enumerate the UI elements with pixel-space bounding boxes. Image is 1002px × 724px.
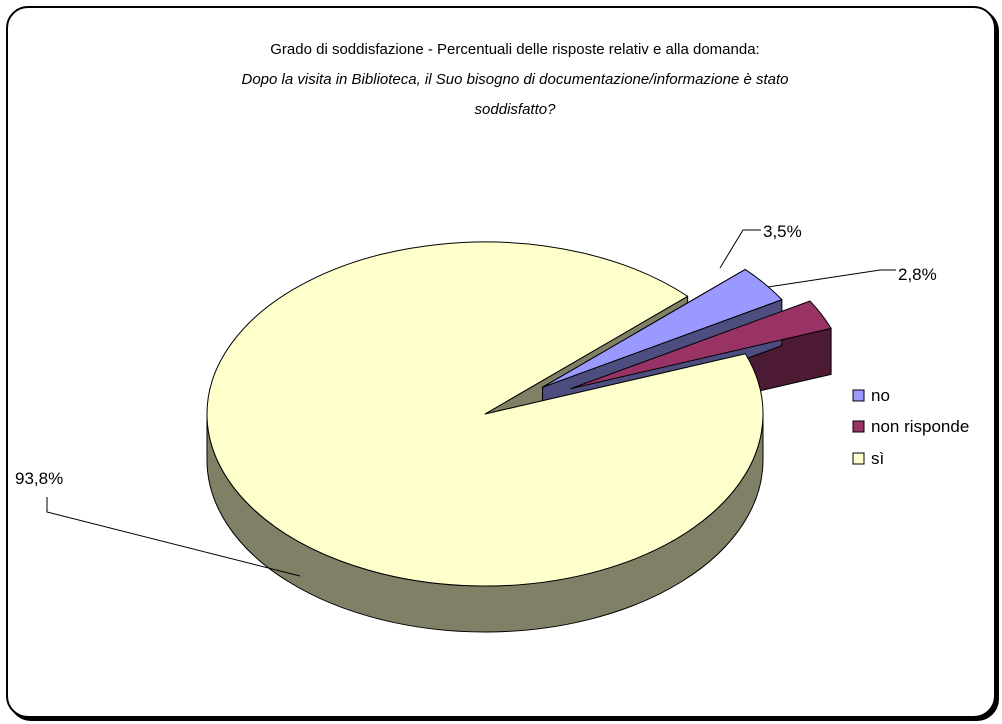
chart-title-line-3: soddisfatto? [475, 101, 557, 118]
leader-line-si [46, 497, 301, 577]
chart-title-line-2: Dopo la visita in Biblioteca, il Suo bis… [242, 71, 789, 88]
pie-tops [206, 241, 832, 587]
legend-label-non-risponde: non risponde [871, 417, 969, 436]
pie-slice-non-risponde [570, 300, 832, 390]
pie-slice-si [206, 241, 764, 587]
legend-swatch-si [852, 452, 865, 465]
leader-line-non-risponde [767, 269, 896, 288]
legend-label-no: no [871, 386, 890, 405]
leader-line-no [719, 229, 761, 269]
legend-swatch-non-risponde [852, 420, 865, 433]
data-label-non-risponde: 2,8% [898, 265, 937, 284]
data-label-si: 93,8% [15, 469, 63, 488]
label-leader-lines [46, 229, 896, 577]
data-label-no: 3,5% [763, 222, 802, 241]
pie-slice-no [542, 268, 783, 388]
legend-swatch-no [852, 389, 865, 402]
legend-label-si: sì [871, 449, 884, 468]
chart-title-line-1: Grado di soddisfazione - Percentuali del… [270, 41, 759, 58]
legend: no non risponde sì [852, 386, 969, 468]
